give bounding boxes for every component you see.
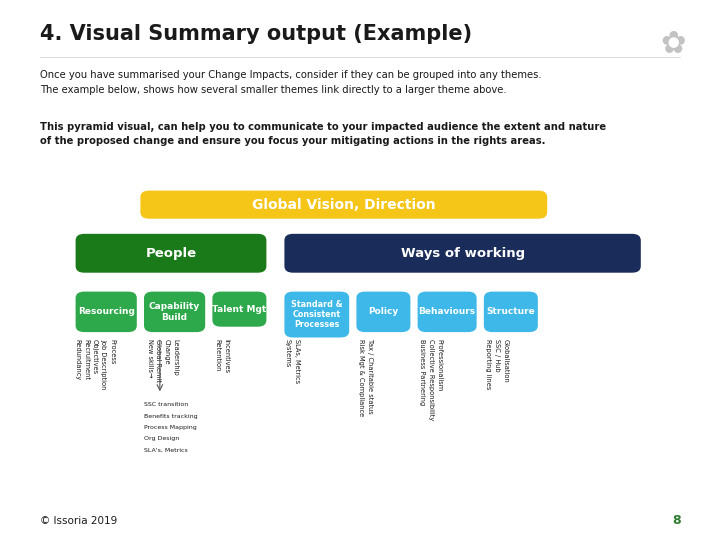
Text: SSC transition: SSC transition [144,402,188,407]
FancyBboxPatch shape [418,292,477,332]
FancyBboxPatch shape [356,292,410,332]
FancyBboxPatch shape [484,292,538,332]
Text: Globalisation: Globalisation [503,339,508,382]
Text: Process Mapping: Process Mapping [144,425,197,430]
Text: ✿: ✿ [660,30,686,59]
Text: Systems: Systems [285,339,291,367]
Text: Retention: Retention [215,339,220,371]
Text: New skills→: New skills→ [147,339,153,377]
Text: SLA's, Metrics: SLA's, Metrics [144,448,188,453]
Text: Global Vision, Direction: Global Vision, Direction [252,198,436,212]
Text: Resourcing: Resourcing [78,307,135,316]
Text: © Issoria 2019: © Issoria 2019 [40,516,117,526]
Text: SLAs, Metrics: SLAs, Metrics [294,339,300,383]
FancyBboxPatch shape [140,191,547,219]
FancyBboxPatch shape [76,292,137,332]
Text: Recruitment: Recruitment [84,339,89,380]
Text: Structure: Structure [487,307,535,316]
Text: Collective Responsibility: Collective Responsibility [428,339,433,420]
Text: Talent Mgt: Talent Mgt [212,305,266,314]
Text: Reporting lines: Reporting lines [485,339,491,389]
Text: Behaviours: Behaviours [418,307,476,316]
Text: SSC / Hub: SSC / Hub [494,339,500,371]
Text: Standard &
Consistent
Processes: Standard & Consistent Processes [291,300,343,329]
Text: Once you have summarised your Change Impacts, consider if they can be grouped in: Once you have summarised your Change Imp… [40,70,541,94]
Text: People: People [145,247,197,260]
Text: 4. Visual Summary output (Example): 4. Visual Summary output (Example) [40,24,472,44]
Text: Incentives: Incentives [223,339,229,373]
Text: Policy: Policy [368,307,399,316]
Text: Job Description: Job Description [101,339,107,389]
Text: Risk Mgt & Compliance: Risk Mgt & Compliance [359,339,364,416]
Text: Redundancy: Redundancy [75,339,81,380]
FancyBboxPatch shape [284,292,349,338]
FancyBboxPatch shape [212,292,266,327]
Text: Process: Process [109,339,115,364]
FancyBboxPatch shape [144,292,205,332]
Text: Change: Change [164,339,170,364]
Text: Benefits tracking: Benefits tracking [144,414,197,418]
Text: Objectives: Objectives [92,339,98,374]
FancyBboxPatch shape [284,234,641,273]
Text: Ways of working: Ways of working [400,247,525,260]
Text: Global Remit: Global Remit [156,339,161,382]
FancyBboxPatch shape [76,234,266,273]
Text: Professionalism: Professionalism [436,339,442,391]
Text: Org Design: Org Design [144,436,179,441]
Text: Leadership: Leadership [173,339,179,375]
Text: Business Partnering: Business Partnering [419,339,425,405]
Text: This pyramid visual, can help you to communicate to your impacted audience the e: This pyramid visual, can help you to com… [40,122,606,146]
Text: Tax / Charitable status: Tax / Charitable status [367,339,373,413]
Text: 8: 8 [672,514,680,526]
Text: Capability
Build: Capability Build [149,302,200,321]
